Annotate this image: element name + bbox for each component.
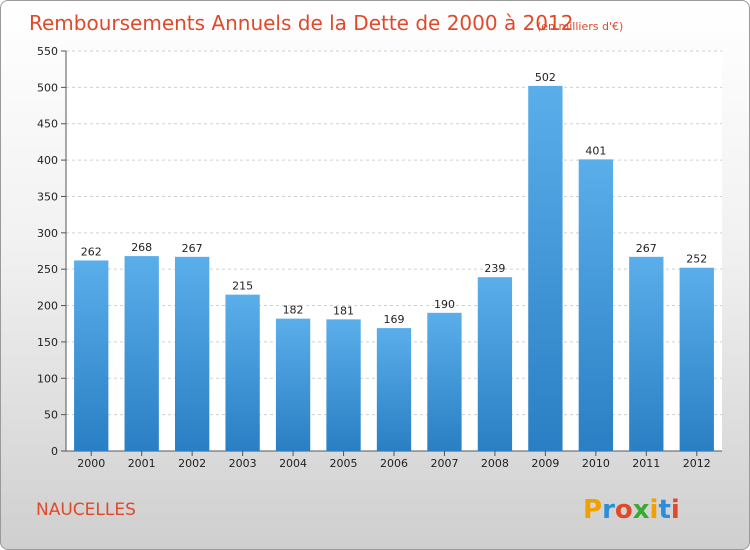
value-label-2006: 169	[384, 313, 405, 326]
value-label-2011: 267	[636, 242, 657, 255]
value-label-2003: 215	[232, 280, 253, 293]
x-tick-label-2003: 2003	[229, 457, 257, 470]
y-tick-label: 200	[37, 300, 58, 313]
bar-2011	[629, 256, 664, 451]
y-tick-label: 500	[37, 81, 58, 94]
value-label-2007: 190	[434, 298, 455, 311]
chart-title: Remboursements Annuels de la Dette de 20…	[29, 11, 573, 35]
value-label-2004: 182	[283, 304, 304, 317]
value-label-2010: 401	[585, 144, 606, 157]
proxiti-logo: Proxiti	[583, 495, 680, 525]
x-tick-label-2010: 2010	[582, 457, 610, 470]
bar-2009	[528, 85, 563, 451]
y-tick-label: 100	[37, 372, 58, 385]
bar-2005	[326, 319, 361, 451]
logo-letter: i	[671, 495, 680, 525]
y-tick-label: 350	[37, 190, 58, 203]
logo-letter: o	[615, 495, 633, 525]
bar-2007	[427, 312, 462, 451]
value-label-2009: 502	[535, 71, 556, 84]
bar-2002	[174, 256, 210, 451]
value-label-2012: 252	[686, 253, 707, 266]
logo-letter: i	[650, 495, 659, 525]
y-tick-label: 400	[37, 154, 58, 167]
logo-letter: r	[602, 495, 615, 525]
y-tick-label: 0	[51, 445, 58, 458]
x-tick-label-2004: 2004	[279, 457, 307, 470]
value-label-2002: 267	[182, 242, 203, 255]
chart-subtitle: (en milliers d'€)	[537, 20, 623, 33]
value-label-2008: 239	[484, 262, 505, 275]
x-tick-label-2001: 2001	[128, 457, 156, 470]
y-tick-label: 550	[37, 45, 58, 58]
x-tick-label-2008: 2008	[481, 457, 509, 470]
y-tick-label: 150	[37, 336, 58, 349]
y-tick-label: 250	[37, 263, 58, 276]
bar-2001	[124, 256, 159, 451]
y-tick-label: 450	[37, 118, 58, 131]
bar-2003	[225, 294, 260, 451]
value-label-2001: 268	[131, 241, 152, 254]
plot-area: 0 50 100 150 200 250 300 350 400 450 500 550 262 2000…	[37, 45, 722, 470]
x-tick-label-2012: 2012	[683, 457, 711, 470]
bar-2008	[477, 277, 513, 451]
bar-2000	[74, 260, 109, 451]
bar-2006	[376, 328, 412, 451]
bar-2004	[275, 318, 311, 451]
value-label-2005: 181	[333, 304, 354, 317]
logo-letter: t	[658, 495, 670, 525]
logo-letter: x	[633, 495, 650, 525]
x-tick-label-2006: 2006	[380, 457, 408, 470]
y-tick-label: 50	[44, 409, 58, 422]
bar-2012	[679, 267, 714, 451]
x-tick-label-2009: 2009	[531, 457, 559, 470]
commune-name: NAUCELLES	[36, 500, 136, 520]
bar-2010	[578, 159, 614, 451]
x-tick-label-2002: 2002	[178, 457, 206, 470]
x-tick-label-2011: 2011	[632, 457, 660, 470]
value-label-2000: 262	[81, 245, 102, 258]
logo-letter: P	[583, 495, 602, 525]
x-tick-label-2005: 2005	[330, 457, 358, 470]
y-tick-label: 300	[37, 227, 58, 240]
x-tick-label-2000: 2000	[77, 457, 105, 470]
x-tick-label-2007: 2007	[430, 457, 458, 470]
